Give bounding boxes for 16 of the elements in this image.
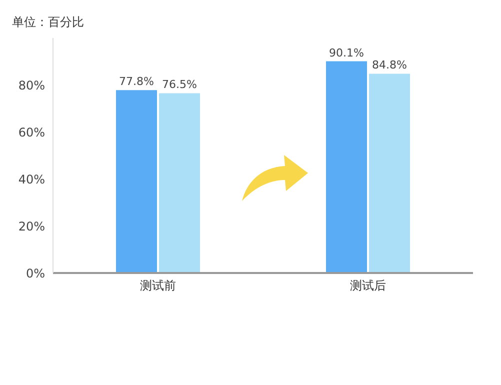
text: 77.8% (119, 75, 154, 88)
y-tick-label: 80% (18, 78, 45, 92)
chart-title: 单位：百分比 (12, 14, 84, 31)
text: 76.5% (162, 78, 197, 92)
x-tick-label: 测试前 (140, 278, 176, 293)
bar (116, 90, 157, 273)
bar (369, 74, 410, 273)
y-tick-label: 20% (18, 219, 45, 234)
y-tick-label: 60% (18, 125, 45, 140)
y-tick-label: 0% (26, 266, 45, 280)
text: 84.8% (372, 58, 407, 72)
text: 90.1% (329, 46, 364, 60)
y-tick-label: 40% (18, 172, 45, 186)
x-tick-label: 测试后 (350, 278, 386, 293)
bar (159, 93, 200, 273)
bar (326, 61, 367, 273)
